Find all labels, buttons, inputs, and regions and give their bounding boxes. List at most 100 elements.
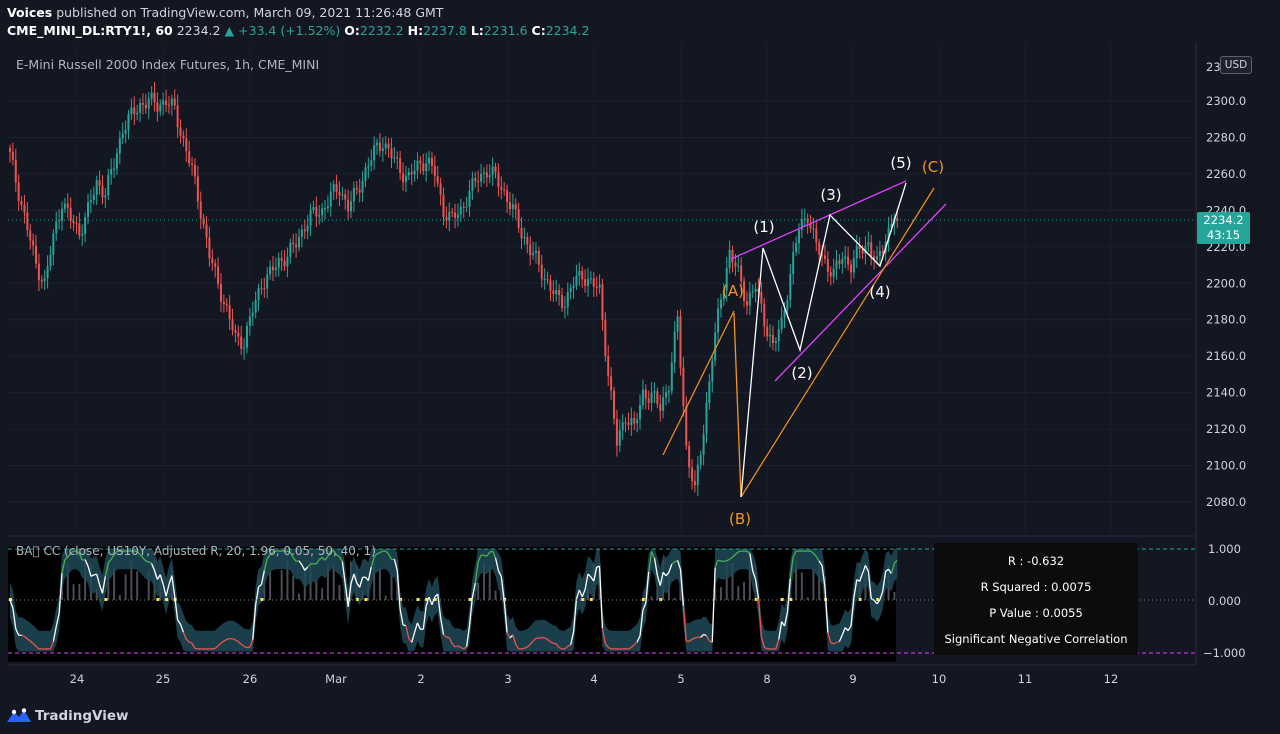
candle-down xyxy=(682,356,685,417)
correlation-line xyxy=(506,632,511,639)
candle-up xyxy=(121,122,124,144)
correlation-line xyxy=(107,558,112,564)
indicator-plot xyxy=(9,548,898,652)
zero-marker xyxy=(9,598,12,601)
price-tick: 2280.0 xyxy=(1206,130,1246,144)
candle-up xyxy=(835,249,838,280)
tradingview-logo-icon[interactable] xyxy=(6,707,32,725)
candle-up xyxy=(569,283,572,300)
candle-up xyxy=(728,240,731,274)
candle-down xyxy=(503,181,506,196)
author-name[interactable]: Voices xyxy=(7,5,53,20)
correlation-line xyxy=(396,570,401,610)
currency-badge[interactable]: USD xyxy=(1220,56,1252,74)
price-axis[interactable]: 23 2300.02280.02260.02240.02220.02200.02… xyxy=(1206,60,1246,509)
correlation-line xyxy=(682,605,687,642)
abc-channel-c[interactable] xyxy=(740,187,935,498)
candle-up xyxy=(673,321,676,374)
candle-up xyxy=(92,186,95,205)
time-tick: 25 xyxy=(156,672,171,686)
abc-channel-a[interactable] xyxy=(662,310,735,456)
abc-wave-b[interactable] xyxy=(733,312,742,498)
candle-down xyxy=(237,325,240,346)
correlation-line xyxy=(413,622,419,633)
correlation-line xyxy=(662,571,667,577)
correlation-line xyxy=(367,566,372,581)
correlation-line xyxy=(524,646,528,649)
indicator-axis[interactable]: 1.000 0.000 −1.000 xyxy=(1203,542,1246,660)
footer: TradingView xyxy=(0,702,1280,734)
impulse-wave[interactable] xyxy=(740,182,907,498)
correlation-line xyxy=(304,566,309,571)
candle-up xyxy=(269,260,272,280)
candle-up xyxy=(777,320,780,352)
candle-up xyxy=(352,181,355,213)
correlation-line xyxy=(78,553,83,561)
wedge-lower-line[interactable] xyxy=(774,203,947,382)
candle-up xyxy=(318,205,321,225)
candle-down xyxy=(500,176,503,200)
chart-canvas[interactable]: (A) (B) (C) (1) (2) (3) (4) (5) 23 2300.… xyxy=(0,42,1280,702)
brand-name[interactable]: TradingView xyxy=(35,708,129,724)
correlation-line xyxy=(492,550,497,558)
wave-label-1: (1) xyxy=(753,218,774,236)
zero-marker xyxy=(355,598,359,601)
correlation-line xyxy=(55,613,60,627)
correlation-line xyxy=(101,576,107,594)
wave-annotations[interactable]: (A) (B) (C) (1) (2) (3) (4) (5) xyxy=(662,154,947,528)
wedge-upper-line[interactable] xyxy=(730,180,907,260)
candle-up xyxy=(364,162,367,188)
histogram-bar xyxy=(806,597,809,600)
candle-up xyxy=(332,180,335,201)
correlation-line xyxy=(471,582,476,598)
candle-up xyxy=(55,212,58,241)
histogram-bar xyxy=(78,583,81,600)
correlation-line xyxy=(494,557,500,571)
candle-down xyxy=(847,246,850,271)
main-pane-title[interactable]: E-Mini Russell 2000 Index Futures, 1h, C… xyxy=(16,57,320,72)
candle-up xyxy=(306,214,309,240)
candle-down xyxy=(849,259,852,284)
time-tick: 10 xyxy=(932,672,947,686)
candle-up xyxy=(543,268,546,290)
histogram-bar xyxy=(390,573,393,600)
correlation-line xyxy=(873,599,878,605)
correlation-line xyxy=(754,579,760,599)
candle-up xyxy=(639,394,642,430)
candle-down xyxy=(26,202,29,237)
candle-down xyxy=(870,234,873,266)
candle-down xyxy=(584,269,587,293)
candle-down xyxy=(740,257,743,293)
correlation-line xyxy=(93,573,97,576)
symbol-line: CME_MINI_DL:RTY1!, 60 2234.2 ▲ +33.4 (+1… xyxy=(7,23,589,38)
candle-up xyxy=(147,91,150,120)
zero-marker xyxy=(780,598,784,601)
correlation-line xyxy=(49,641,54,650)
symbol-name[interactable]: CME_MINI_DL:RTY1!, 60 xyxy=(7,23,173,38)
candle-up xyxy=(621,414,624,440)
correlation-line xyxy=(853,579,858,598)
candle-up xyxy=(482,167,485,184)
candle-down xyxy=(402,162,405,191)
correlation-line xyxy=(232,638,236,641)
candle-down xyxy=(743,276,746,308)
candle-up xyxy=(170,94,173,116)
correlation-line xyxy=(336,554,340,558)
candle-down xyxy=(141,93,144,115)
correlation-line xyxy=(676,560,682,570)
correlation-line xyxy=(567,644,571,647)
correlation-line xyxy=(844,627,849,632)
correlation-line xyxy=(15,628,20,636)
indicator-title[interactable]: BA⃞ CC (close, US10Y, Adjusted R, 20, 1.… xyxy=(16,544,376,558)
candle-down xyxy=(228,294,231,330)
candle-up xyxy=(696,456,699,496)
candle-down xyxy=(537,246,540,273)
zero-marker xyxy=(425,598,429,601)
time-axis[interactable]: 24 25 26 Mar 2 3 4 5 8 9 10 11 12 xyxy=(70,672,1119,686)
candle-up xyxy=(248,307,251,336)
candle-up xyxy=(370,149,373,172)
candle-down xyxy=(745,291,748,315)
histogram-bar xyxy=(373,560,376,600)
bar-countdown: 43:15 xyxy=(1206,228,1241,242)
time-tick: 5 xyxy=(677,672,684,686)
